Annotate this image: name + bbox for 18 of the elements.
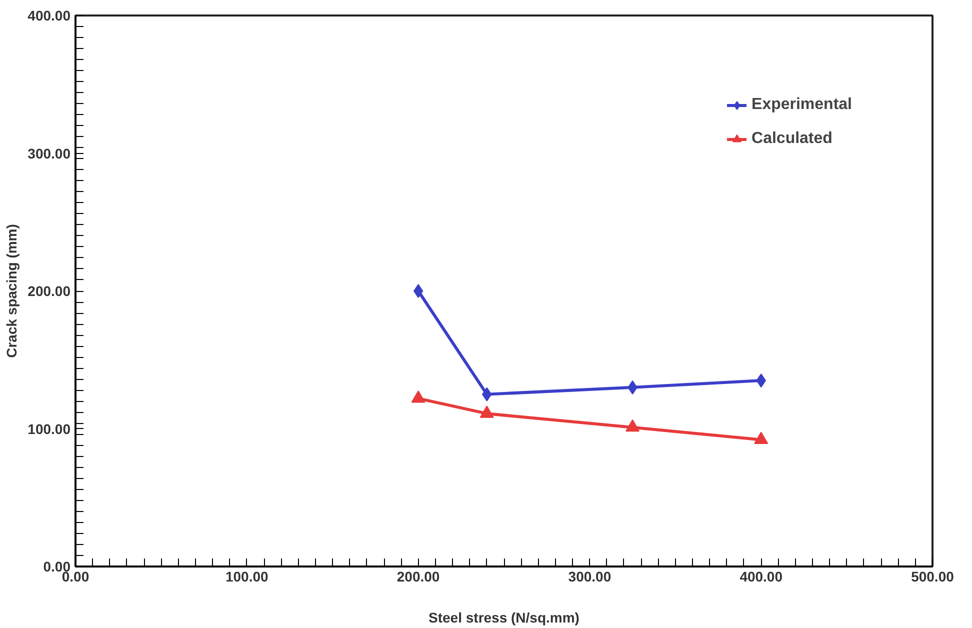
legend-label: Experimental (752, 96, 852, 114)
point (480, 406, 494, 418)
y-axis-title: Crack spacing (mm) (4, 224, 20, 358)
x-tick-label: 100.00 (225, 568, 269, 584)
y-tick-label: 300.00 (28, 145, 71, 162)
x-axis-title: Steel stress (N/sq.mm) (428, 610, 580, 626)
x-tick-label: 400.00 (740, 568, 783, 584)
point (754, 432, 768, 444)
point (413, 284, 424, 298)
legend-label: Calculated (752, 130, 832, 148)
point (411, 390, 426, 403)
y-tick-label: 400.00 (28, 8, 71, 24)
x-tick-label: 500.00 (911, 568, 954, 584)
y-tick-label: 100.00 (28, 420, 71, 437)
x-tick-label: 300.00 (568, 568, 612, 584)
y-tick-label: 200.00 (28, 283, 71, 299)
point (626, 419, 640, 432)
x-tick-label: 200.00 (396, 568, 440, 584)
